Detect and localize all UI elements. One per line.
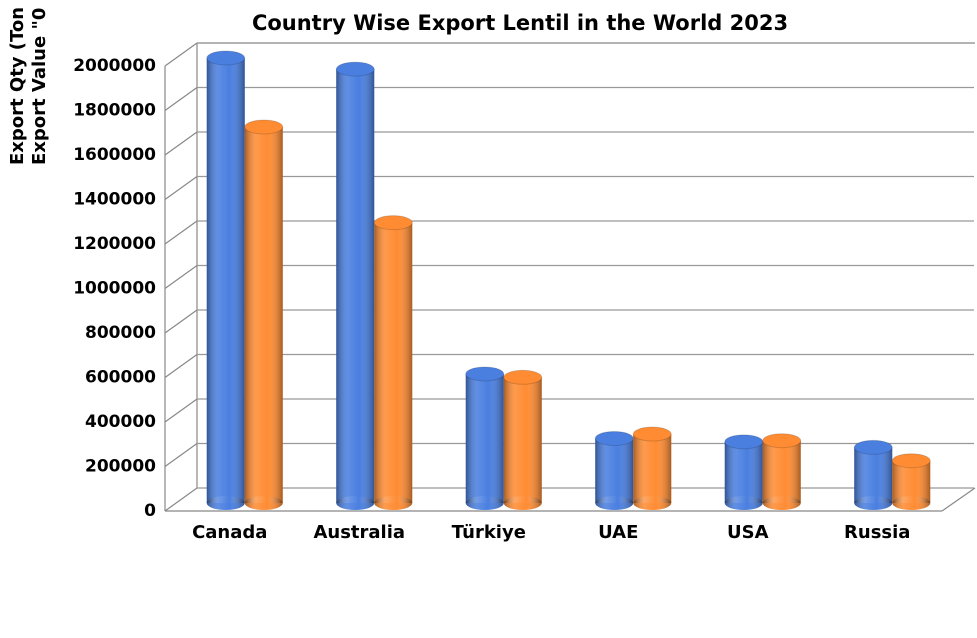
bar-top [632, 426, 672, 442]
bar-top [503, 369, 543, 385]
bar-top [594, 430, 634, 446]
grid-line [164, 443, 198, 467]
bar-shade [854, 447, 893, 503]
bar-top [244, 119, 284, 135]
x-tick-label: Australia [313, 522, 405, 543]
bar-shade [206, 58, 245, 503]
x-tick-label: USA [727, 522, 769, 543]
bar [853, 439, 893, 510]
bar-top [373, 215, 413, 231]
y-tick-label: 1200000 [73, 234, 156, 254]
bar-shade [374, 222, 413, 503]
bar-top [853, 439, 893, 455]
x-tick-label: UAE [598, 522, 638, 543]
grid-line [164, 265, 198, 289]
y-tick-label: 200000 [85, 457, 156, 477]
bar-top [762, 433, 802, 449]
grid-line [164, 487, 198, 512]
chart-title: Country Wise Export Lentil in the World … [252, 11, 788, 35]
bar [891, 453, 931, 510]
bar [762, 433, 802, 510]
y-axis-title: Export Qty (Ton [7, 7, 28, 165]
bar-shade [762, 440, 801, 503]
x-tick-label: Türkiye [452, 522, 526, 543]
frame [164, 42, 976, 512]
bar [503, 369, 543, 510]
x-tick-label: Canada [192, 522, 267, 543]
bar [335, 61, 375, 510]
bar-shade [336, 69, 375, 503]
bar [206, 50, 246, 510]
y-axis-title: Export Value "0 [29, 8, 50, 165]
y-tick-label: 1600000 [73, 145, 156, 165]
bar-top [724, 434, 764, 450]
y-tick-label: 1400000 [73, 190, 156, 210]
grid-line [164, 176, 198, 200]
bar-shade [724, 441, 763, 503]
y-tick-label: 800000 [85, 323, 156, 343]
bar [594, 430, 634, 510]
bar-top [206, 50, 246, 66]
grid-line [164, 42, 198, 67]
bar [632, 426, 672, 510]
bar [373, 215, 413, 510]
bar-shade [595, 438, 634, 503]
grid-line [164, 220, 198, 245]
grid-line [164, 87, 198, 111]
bar-shade [633, 434, 672, 503]
y-tick-label: 2000000 [73, 56, 156, 76]
bar-top [335, 61, 375, 77]
y-tick-label: 1800000 [73, 101, 156, 121]
bar-shade [503, 377, 542, 503]
x-tick-label: Russia [844, 522, 910, 543]
grid-line [164, 131, 198, 156]
y-tick-label: 1000000 [73, 279, 156, 299]
y-tick-label: 0 [144, 501, 156, 521]
bar-shade [892, 460, 931, 503]
grid-line [164, 398, 198, 423]
grid-line [164, 354, 198, 378]
bar-shade [465, 373, 504, 503]
y-tick-label: 600000 [85, 368, 156, 388]
bar-shade [244, 126, 283, 503]
bar-top [465, 366, 505, 382]
bar [465, 366, 505, 510]
bar-top [891, 453, 931, 469]
grid-line [164, 309, 198, 334]
y-tick-label: 400000 [85, 412, 156, 432]
bar [724, 434, 764, 510]
bar [244, 119, 284, 510]
